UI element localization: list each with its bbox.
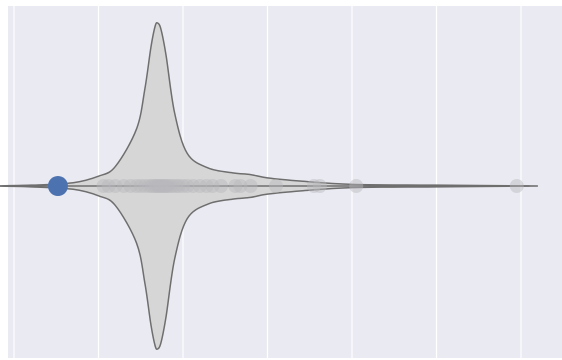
data-point — [199, 179, 214, 193]
data-point — [349, 179, 364, 193]
data-point — [165, 179, 180, 193]
data-point — [123, 179, 138, 193]
data-point — [205, 179, 220, 193]
data-point — [155, 179, 170, 193]
data-point — [148, 179, 163, 193]
data-point — [150, 179, 165, 193]
data-point — [312, 179, 327, 193]
data-point — [96, 179, 111, 193]
data-point — [186, 179, 201, 193]
data-point — [154, 179, 169, 193]
data-point — [116, 179, 131, 193]
data-point — [137, 179, 152, 193]
data-point — [160, 179, 175, 193]
data-point — [228, 179, 243, 193]
data-point — [306, 179, 321, 193]
data-point — [144, 179, 159, 193]
data-point — [142, 179, 157, 193]
data-point — [108, 179, 123, 193]
highlight-point-group — [47, 176, 68, 196]
data-point — [176, 179, 190, 193]
data-points-group — [96, 179, 524, 193]
data-point — [268, 179, 283, 193]
data-point — [214, 179, 229, 193]
data-point — [159, 179, 174, 193]
data-point — [163, 179, 178, 193]
highlight-point — [47, 176, 68, 196]
data-point — [233, 179, 248, 193]
data-point — [133, 179, 148, 193]
data-point — [509, 179, 524, 193]
data-point — [169, 179, 184, 193]
data-point — [101, 179, 116, 193]
violin-body-group — [0, 21, 538, 351]
data-point — [192, 179, 207, 193]
data-point — [129, 179, 144, 193]
data-point — [243, 179, 258, 193]
data-point — [147, 179, 162, 193]
data-point — [180, 179, 195, 193]
data-point — [171, 179, 186, 193]
data-point — [152, 179, 167, 193]
data-point — [157, 179, 172, 193]
